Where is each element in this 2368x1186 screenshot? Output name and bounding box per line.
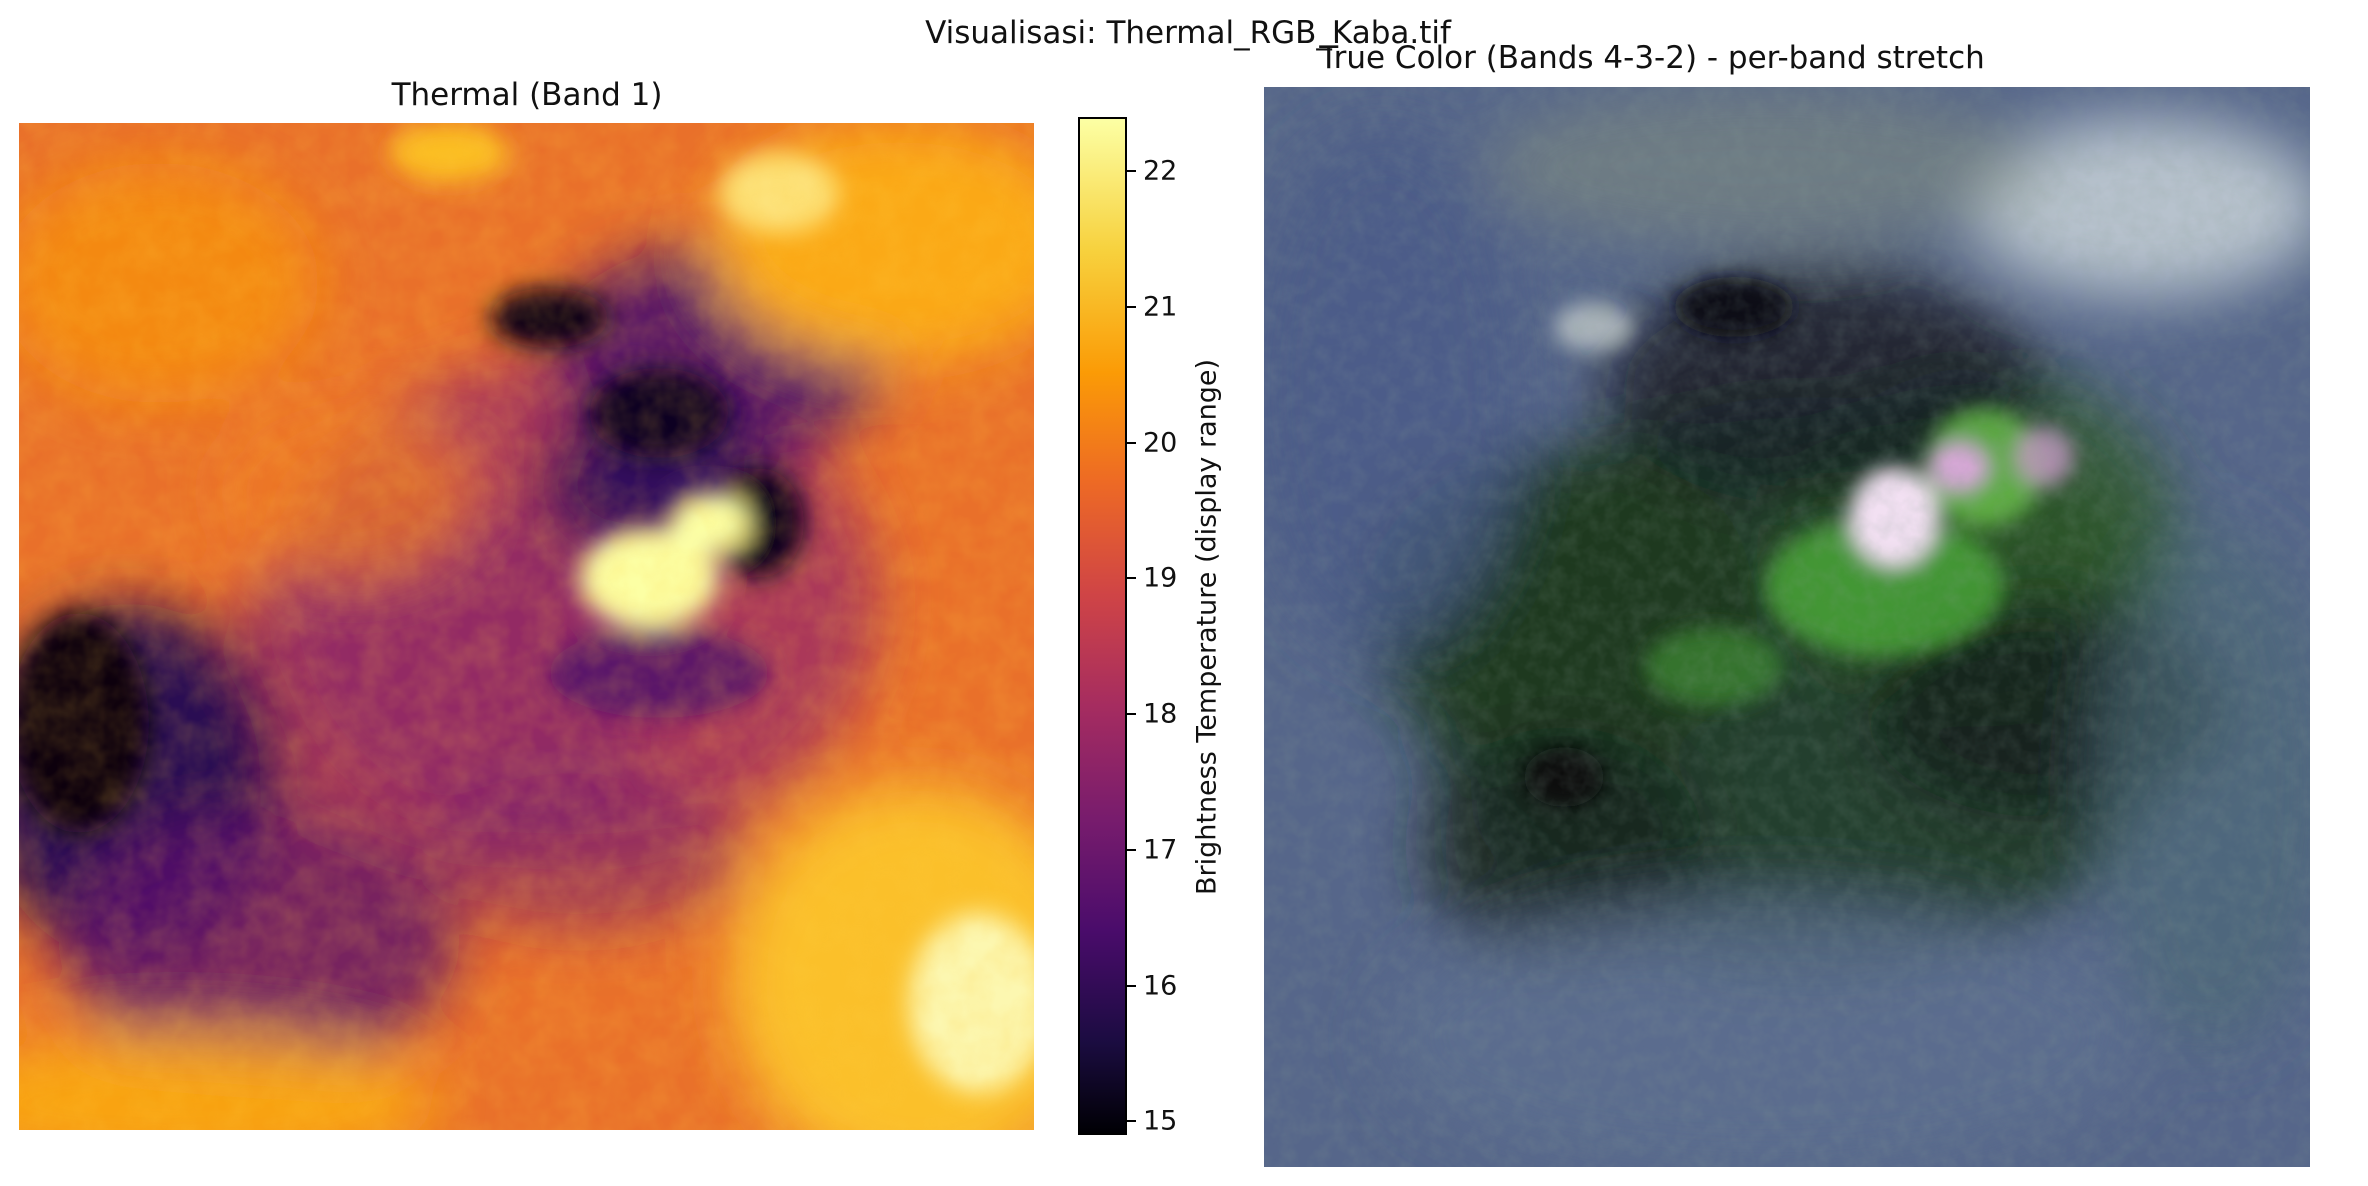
truecolor-composite: [1264, 87, 2310, 1167]
thermal-image: [19, 123, 1034, 1130]
colorbar-tick: [1127, 848, 1136, 851]
figure-suptitle: Visualisasi: Thermal_RGB_Kaba.tif: [925, 15, 1451, 51]
colorbar-tick-label: 20: [1143, 427, 1178, 459]
colorbar-tick-label: 22: [1143, 155, 1178, 187]
colorbar-tick-label: 16: [1143, 970, 1178, 1002]
truecolor-panel-title: True Color (Bands 4-3-2) - per-band stre…: [1319, 40, 1985, 76]
colorbar-tick: [1127, 306, 1136, 309]
thermal-heatmap: [19, 123, 1034, 1130]
colorbar-tick: [1127, 577, 1136, 580]
colorbar: [1078, 117, 1127, 1135]
colorbar-tick: [1127, 713, 1136, 716]
colorbar-tick: [1127, 441, 1136, 444]
colorbar-tick: [1127, 1120, 1136, 1123]
colorbar-tick-label: 19: [1143, 562, 1178, 594]
truecolor-image: [1264, 87, 2310, 1167]
colorbar-tick-label: 17: [1143, 834, 1178, 866]
thermal-panel-title: Thermal (Band 1): [391, 77, 663, 113]
colorbar-tick-label: 15: [1143, 1105, 1178, 1137]
colorbar-label: Brightness Temperature (display range): [1191, 358, 1223, 896]
colorbar-tick-label: 21: [1143, 291, 1178, 323]
colorbar-tick: [1127, 170, 1136, 173]
colorbar-tick: [1127, 984, 1136, 987]
colorbar-tick-label: 18: [1143, 698, 1178, 730]
